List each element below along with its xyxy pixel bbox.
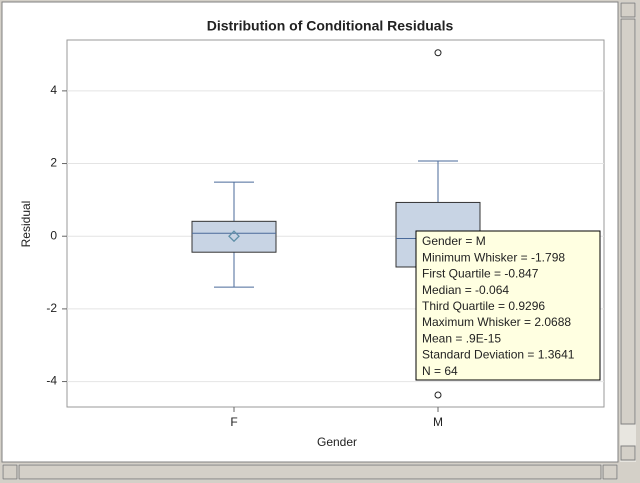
tooltip-line: Standard Deviation = 1.3641 [422, 348, 575, 362]
plot-frame [66, 39, 605, 408]
scroll-right[interactable] [602, 464, 618, 480]
tooltip-line: Maximum Whisker = 2.0688 [422, 315, 571, 329]
chart-title: Distribution of Conditional Residuals [207, 18, 454, 34]
tooltip-line: Third Quartile = 0.9296 [422, 299, 545, 313]
tooltip-line: First Quartile = -0.847 [422, 267, 539, 281]
tooltip-line: Mean = .9E-15 [422, 331, 501, 345]
y-tick-label: -4 [46, 374, 57, 388]
x-tick-label: M [433, 415, 443, 429]
y-tick-label: -2 [46, 301, 57, 315]
scroll-down[interactable] [620, 445, 636, 461]
y-tick-label: 4 [50, 83, 57, 97]
mean [228, 230, 240, 243]
y-axis-label: Residual [19, 201, 33, 248]
y-tick-label: 0 [50, 228, 57, 242]
outlier [434, 49, 442, 57]
box [191, 220, 277, 253]
scroll-up[interactable] [620, 2, 636, 18]
x-axis-label: Gender [317, 435, 357, 449]
tooltip-line: Median = -0.064 [422, 283, 509, 297]
tooltip-line: N = 64 [422, 364, 458, 378]
scroll-thumb-h[interactable] [18, 464, 602, 480]
y-tick-label: 2 [50, 156, 57, 170]
tooltip-line: Minimum Whisker = -1.798 [422, 250, 565, 264]
tooltip-line: Gender = M [422, 234, 486, 248]
outlier [434, 391, 442, 399]
x-tick-label: F [230, 415, 237, 429]
scroll-thumb[interactable] [620, 18, 636, 425]
scroll-left[interactable] [2, 464, 18, 480]
tooltip [415, 230, 601, 381]
